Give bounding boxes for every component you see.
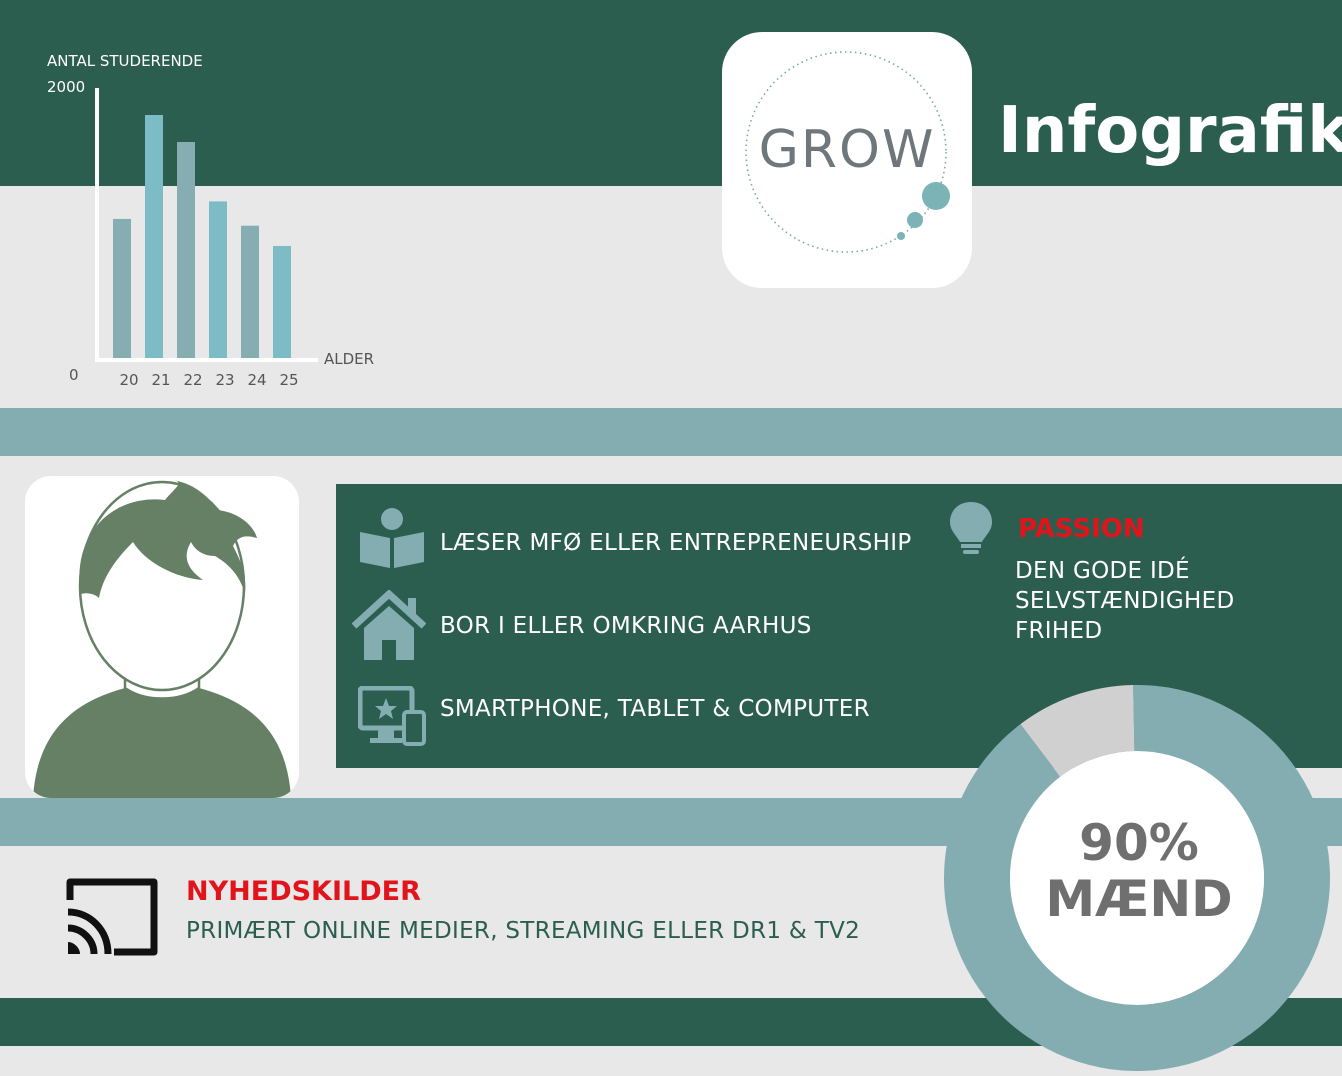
gender-percent: 90% <box>1079 814 1199 872</box>
chart-ytick-max: 2000 <box>47 78 86 96</box>
logo-bubble-small <box>897 232 905 240</box>
gender-label: MÆND <box>1045 870 1233 928</box>
chart-ylabel: ANTAL STUDERENDE <box>47 52 203 70</box>
passion-item: FRIHED <box>1015 618 1103 644</box>
cast-icon <box>66 878 158 956</box>
gender-donut-chart <box>943 685 1330 1071</box>
devices-icon <box>358 686 426 746</box>
trait-location: BOR I ELLER OMKRING AARHUS <box>440 613 812 639</box>
donut-segment-male <box>943 685 1330 1071</box>
x-tick-label: 22 <box>183 371 202 389</box>
bar-chart: 20 21 22 23 24 25 <box>95 88 318 389</box>
donut-segment-female <box>1020 685 1135 777</box>
passion-list: DEN GODE IDÉ SELVSTÆNDIGHED FRIHED <box>1015 556 1234 646</box>
x-tick-label: 23 <box>215 371 234 389</box>
trait-devices: SMARTPHONE, TABLET & COMPUTER <box>440 696 870 722</box>
bar-22 <box>177 142 195 358</box>
bar-23 <box>209 201 227 358</box>
donut-center <box>1010 751 1264 1005</box>
passion-item: DEN GODE IDÉ <box>1015 558 1190 584</box>
bar-21 <box>145 115 163 358</box>
chart-xlabel: ALDER <box>324 350 375 368</box>
house-icon <box>352 590 426 660</box>
bar-24 <box>241 225 259 358</box>
trait-study: LÆSER MFØ ELLER ENTREPRENEURSHIP <box>440 530 912 556</box>
bar-25 <box>273 245 291 358</box>
lightbulb-icon <box>950 502 992 554</box>
logo-bubble-large <box>922 182 950 210</box>
header-band <box>0 0 1342 186</box>
passion-item: SELVSTÆNDIGHED <box>1015 588 1235 614</box>
person-avatar-icon <box>33 480 291 798</box>
x-tick-label: 20 <box>119 371 138 389</box>
x-tick-label: 25 <box>279 371 298 389</box>
news-heading: NYHEDSKILDER <box>186 876 421 907</box>
chart-ytick-min: 0 <box>69 366 79 384</box>
grow-logo <box>745 51 950 253</box>
logo-text: GROW <box>758 120 936 180</box>
logo-card: GROW <box>722 32 972 288</box>
book-reader-icon <box>360 508 424 568</box>
avatar-card <box>25 476 299 798</box>
page-title: Infografik <box>998 94 1342 168</box>
divider-band-1 <box>0 408 1342 456</box>
x-tick-label: 21 <box>151 371 170 389</box>
passion-heading: PASSION <box>1018 514 1145 544</box>
x-tick-label: 24 <box>247 371 266 389</box>
bar-20 <box>113 218 131 358</box>
logo-bubble-medium <box>907 212 923 228</box>
news-text: PRIMÆRT ONLINE MEDIER, STREAMING ELLER D… <box>186 918 861 944</box>
